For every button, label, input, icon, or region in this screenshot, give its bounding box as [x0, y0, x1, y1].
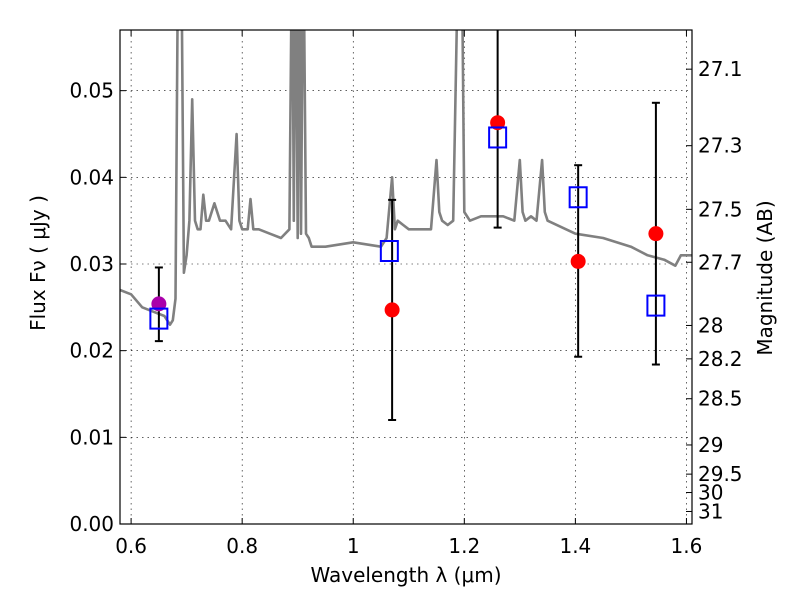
mag-tick-label: 27.1	[698, 57, 743, 81]
x-tick-label: 0.8	[226, 534, 258, 558]
observed-point	[648, 226, 664, 242]
mag-tick-label: 27.5	[698, 197, 743, 221]
observed-point	[570, 253, 586, 269]
y-axis-label-left: Flux Fν ( μJy )	[26, 195, 50, 331]
model-square	[488, 126, 508, 149]
mag-tick-label: 31	[698, 499, 723, 523]
data-layer	[120, 30, 692, 421]
mag-tick-label: 28.5	[698, 387, 743, 411]
x-tick-label: 1.6	[671, 534, 703, 558]
mag-tick-label: 27.7	[698, 250, 743, 274]
x-tick-label: 1.2	[448, 534, 480, 558]
y-tick-label: 0.02	[69, 339, 114, 363]
model-square	[149, 307, 169, 330]
model-square	[568, 186, 588, 209]
observed-point	[384, 302, 400, 318]
y-tick-label: 0.01	[69, 425, 114, 449]
y-tick-label: 0.05	[69, 79, 114, 103]
model-spectrum-line	[120, 30, 692, 326]
mag-tick-label: 29.5	[698, 462, 743, 486]
y-tick-label: 0.04	[69, 165, 114, 189]
plot-frame	[119, 29, 693, 525]
mag-tick-label: 27.3	[698, 134, 743, 158]
x-tick-label: 1	[347, 534, 360, 558]
mag-tick-label: 28	[698, 313, 723, 337]
y-tick-label: 0.03	[69, 252, 114, 276]
x-tick-label: 0.6	[115, 534, 147, 558]
grid	[120, 30, 692, 525]
mag-tick-label: 30	[698, 481, 723, 505]
axes: 0.6 0.8 1 1.2 1.4 1.6 0.00 0.01 0.02 0.03 0.04 0.05…	[69, 30, 743, 558]
x-tick-label: 1.4	[559, 534, 591, 558]
mag-tick-label: 29	[698, 433, 723, 457]
x-axis-label: Wavelength λ (μm)	[310, 563, 501, 587]
y-tick-label: 0.00	[69, 512, 114, 536]
model-square	[379, 240, 399, 262]
model-square	[646, 294, 666, 317]
y-axis-label-right: Magnitude (AB)	[753, 200, 777, 355]
mag-tick-label: 28.2	[698, 347, 743, 371]
